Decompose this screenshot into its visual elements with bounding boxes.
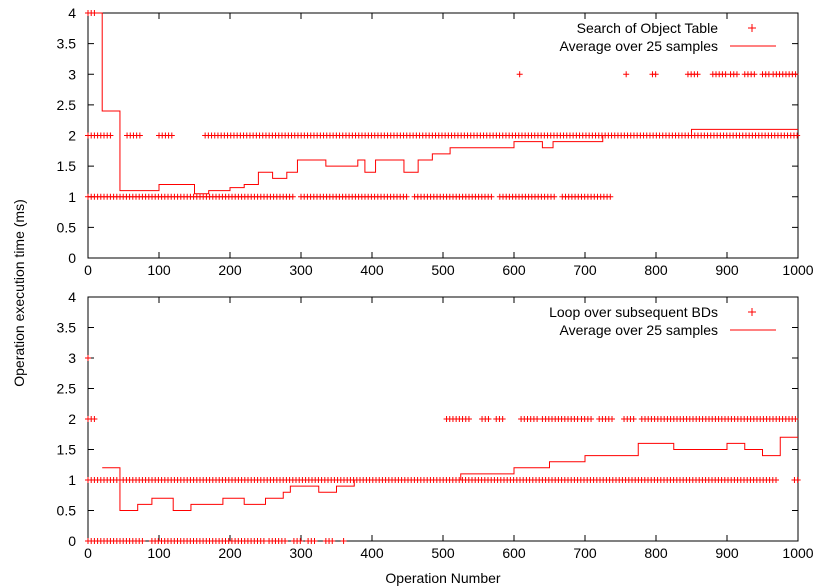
bottom-chart-panel: 0 100 200 300 400 500 600 700 800 900 1000 0 0.5 1 1.5…	[57, 289, 814, 561]
y-tick-label: 1	[68, 189, 76, 205]
x-tick-label: 600	[502, 545, 526, 561]
data-point	[623, 71, 630, 78]
x-tick-label: 900	[715, 262, 739, 278]
y-tick-label: 2.5	[57, 381, 77, 397]
y-tick-label: 3	[68, 66, 76, 82]
legend-marker	[748, 308, 756, 316]
x-tick-label: 100	[147, 262, 171, 278]
data-point	[630, 416, 637, 422]
x-tick-label: 700	[573, 262, 597, 278]
x-tick-label: 800	[644, 262, 668, 278]
x-tick-label: 400	[360, 262, 384, 278]
data-point	[282, 538, 289, 544]
data-point	[465, 416, 472, 422]
data-point	[139, 538, 146, 544]
x-tick-label: 300	[289, 545, 313, 561]
x-tick-label: 100	[147, 545, 171, 561]
data-point	[516, 71, 523, 78]
data-point	[751, 71, 758, 78]
data-point	[733, 71, 740, 78]
x-tick-label: 700	[573, 545, 597, 561]
y-tick-label: 0.5	[57, 219, 77, 235]
y-tick-label: 3.5	[57, 36, 77, 52]
y-tick-label: 2	[68, 128, 76, 144]
data-point	[485, 416, 492, 422]
data-point	[551, 193, 558, 200]
x-tick-label: 200	[218, 545, 242, 561]
legend-marker	[748, 24, 756, 32]
legend: Loop over subsequent BDs Average over 25 …	[549, 304, 776, 338]
x-axis-label: Operation Number	[385, 570, 501, 586]
data-point	[289, 193, 296, 200]
y-tick-label: 4	[68, 5, 76, 21]
scatter-series	[85, 355, 801, 544]
data-point	[91, 416, 98, 422]
x-tick-label: 300	[289, 262, 313, 278]
average-step-line	[88, 12, 798, 195]
x-tick-label: 500	[431, 545, 455, 561]
legend-label: Search of Object Table	[577, 20, 719, 36]
data-point	[499, 416, 506, 422]
data-point	[311, 538, 318, 544]
y-tick-label: 2	[68, 411, 76, 427]
legend-label: Loop over subsequent BDs	[549, 304, 718, 320]
y-tick-label: 3	[68, 350, 76, 366]
data-point	[297, 538, 304, 544]
data-point	[534, 416, 541, 422]
x-tick-label: 800	[644, 545, 668, 561]
x-tick-label: 900	[715, 545, 739, 561]
data-point	[136, 132, 143, 139]
data-point	[792, 71, 799, 78]
x-tick-label: 0	[84, 262, 92, 278]
top-chart-panel: 0 100 200 300 400 500 600 700 800 900 1000 0 0.5 1 1.5…	[57, 5, 814, 278]
y-tick-label: 1.5	[57, 158, 77, 174]
data-point	[260, 538, 267, 544]
x-tick-label: 1000	[782, 262, 813, 278]
y-tick-label: 0	[68, 533, 76, 549]
data-point	[607, 193, 614, 200]
average-step-line	[102, 436, 798, 511]
legend: Search of Object Table Average over 25 sa…	[560, 20, 776, 54]
data-point	[168, 132, 175, 139]
data-point	[488, 193, 495, 200]
data-point	[794, 477, 801, 483]
y-tick-label: 1	[68, 472, 76, 488]
legend-label: Average over 25 samples	[560, 38, 719, 54]
x-tick-label: 200	[218, 262, 242, 278]
y-axis-label: Operation execution time (ms)	[11, 199, 27, 387]
x-tick-label: 500	[431, 262, 455, 278]
legend-label: Average over 25 samples	[560, 322, 719, 338]
data-point	[773, 477, 779, 483]
x-tick-label: 400	[360, 545, 384, 561]
y-tick-label: 0	[68, 250, 76, 266]
data-point	[792, 416, 799, 422]
y-tick-label: 1.5	[57, 442, 77, 458]
x-tick-label: 0	[84, 545, 92, 561]
data-point	[340, 538, 347, 544]
data-point	[329, 538, 336, 544]
data-point	[694, 71, 701, 78]
y-tick-label: 0.5	[57, 503, 77, 519]
y-tick-label: 2.5	[57, 97, 77, 113]
data-point	[403, 193, 410, 200]
x-tick-label: 1000	[782, 545, 813, 561]
x-tick-label: 600	[502, 262, 526, 278]
data-point	[609, 416, 615, 422]
data-point	[588, 416, 595, 422]
y-tick-label: 3.5	[57, 320, 77, 336]
y-tick-label: 4	[68, 289, 76, 305]
data-point	[107, 132, 114, 139]
data-point	[794, 132, 801, 139]
data-point	[652, 71, 659, 78]
data-point	[85, 355, 91, 361]
